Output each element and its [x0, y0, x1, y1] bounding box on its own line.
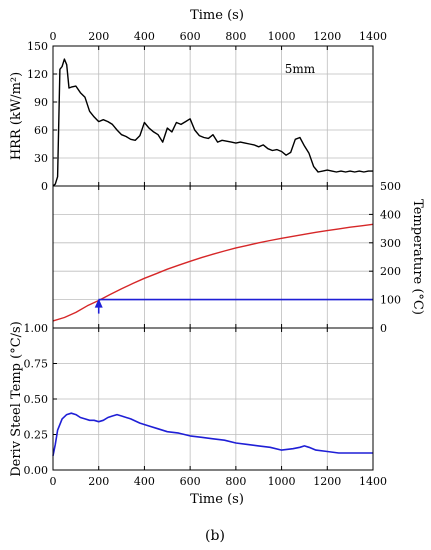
marker-arrow	[94, 298, 103, 308]
y-tick-label: 0.25	[24, 429, 49, 442]
top-x-tick-label: 800	[225, 30, 246, 43]
right-y-axis-title: Temperature (°C)	[410, 199, 425, 315]
bottom-x-tick-label: 1200	[313, 475, 341, 488]
derivative-panel: 0.00 0.25 0.50 0.75 0 200 400 600 800 1000 1200 140…	[9, 321, 387, 488]
bottom-x-tick-label: 1400	[359, 475, 387, 488]
bottom-x-tick-label: 200	[88, 475, 109, 488]
top-x-tick-label: 200	[88, 30, 109, 43]
top-x-tick-label: 1200	[313, 30, 341, 43]
series-line	[52, 223, 374, 322]
top-x-tick-label: 600	[180, 30, 201, 43]
right-y-tick-label: 400	[380, 208, 401, 221]
series-line	[52, 412, 373, 456]
y-tick-label: 0.75	[24, 358, 49, 371]
bottom-x-tick-label: 800	[225, 475, 246, 488]
y-tick-label: 30	[34, 152, 48, 165]
y-tick-label: 0	[41, 180, 48, 193]
plot-frame	[52, 45, 374, 187]
y-tick-label: 0.00	[24, 464, 49, 477]
right-y-tick-label: 200	[380, 265, 401, 278]
right-y-tick-label: 100	[380, 294, 401, 307]
plot-frame	[52, 327, 374, 471]
y-tick-label: 60	[34, 124, 48, 137]
top-x-tick-label: 1400	[359, 30, 387, 43]
top-x-tick-label: 400	[134, 30, 155, 43]
y-tick-label: 120	[27, 68, 48, 81]
right-y-tick-label: 500	[380, 180, 401, 193]
bottom-x-axis-title: Time (s)	[190, 492, 244, 507]
bottom-x-tick-label: 400	[134, 475, 155, 488]
y-axis-title: Deriv Steel Temp (°C/s)	[9, 321, 24, 477]
temperature-panel: 0 100 200 300 400 500 1.00 Temperature (°C)	[24, 180, 426, 335]
figure-caption: (b)	[205, 528, 225, 544]
top-x-tick-label: 0	[50, 30, 57, 43]
bottom-x-tick-label: 1000	[268, 475, 296, 488]
y-tick-label: 150	[27, 40, 48, 53]
series-line	[52, 58, 373, 187]
top-x-axis-title: Time (s)	[190, 8, 244, 23]
y-tick-label: 90	[34, 96, 48, 109]
bottom-x-tick-label: 0	[50, 475, 57, 488]
right-y-tick-label: 0	[380, 322, 387, 335]
top-x-tick-label: 1000	[268, 30, 296, 43]
left-y-tick-label: 1.00	[24, 322, 49, 335]
y-tick-label: 0.50	[24, 393, 49, 406]
bottom-x-tick-label: 600	[180, 475, 201, 488]
right-y-tick-label: 300	[380, 237, 401, 250]
panel-annotation: 5mm	[285, 62, 316, 76]
y-axis-title: HRR (kW/m²)	[9, 72, 24, 160]
